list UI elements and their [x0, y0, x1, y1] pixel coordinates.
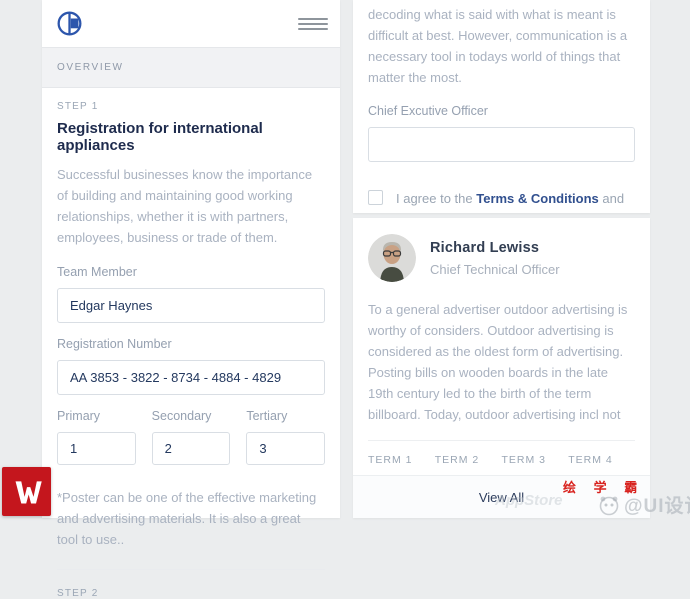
page-title: Registration for international appliance… [57, 120, 263, 154]
overview-label: OVERVIEW [57, 62, 124, 73]
tertiary-input[interactable] [246, 432, 326, 465]
tertiary-label: Tertiary [246, 409, 288, 423]
profile-bio: To a general advertiser outdoor advertis… [368, 302, 628, 422]
profile-panel: Richard Lewiss Chief Technical Officer T… [353, 218, 650, 518]
view-all-button[interactable]: View All [353, 475, 650, 518]
primary-input[interactable] [57, 432, 136, 465]
ui-design-credit-watermark: @UI设计 [624, 496, 690, 517]
term-4-label: TERM 4 [568, 454, 613, 466]
ceo-input[interactable] [368, 127, 635, 162]
step1-label: STEP 1 [57, 101, 99, 112]
agreement-text: I agree to the Terms & Conditions and th… [396, 188, 635, 213]
huixueba-watermark: 绘 学 霸 [563, 480, 645, 495]
registration-panel: OVERVIEW STEP 1 Registration for interna… [42, 0, 340, 599]
appstore-watermark: AppStore [495, 492, 563, 509]
view-all-label: View All [478, 489, 525, 505]
term-1-label: TERM 1 [368, 454, 413, 466]
intro-paragraph: Successful businesses know the importanc… [57, 167, 313, 245]
avatar [368, 234, 416, 282]
overview-section-header[interactable]: OVERVIEW [42, 47, 340, 88]
registration-number-input[interactable] [57, 360, 325, 395]
agree-checkbox[interactable] [368, 190, 383, 205]
communication-paragraph: decoding what is said with what is meant… [368, 7, 628, 85]
step2-label: STEP 2 [57, 588, 99, 599]
left-panel-header [42, 0, 340, 47]
team-member-label: Team Member [57, 265, 137, 279]
panda-logo-icon [597, 494, 621, 521]
agreement-prefix: I agree to the [396, 191, 477, 206]
primary-label: Primary [57, 409, 101, 423]
profile-name: Richard Lewiss [430, 239, 540, 256]
footnote-text: *Poster can be one of the effective mark… [57, 490, 317, 547]
agreement-middle: and the [602, 191, 625, 206]
section-divider [57, 569, 325, 570]
term-3-label: TERM 3 [501, 454, 547, 466]
ceo-label: Chief Excutive Officer [368, 104, 488, 118]
secondary-input[interactable] [151, 432, 231, 465]
ceo-form-panel: decoding what is said with what is meant… [353, 0, 650, 213]
team-member-input[interactable] [57, 288, 325, 323]
terms-conditions-link[interactable]: Terms & Conditions [476, 191, 599, 206]
hamburger-menu-icon[interactable] [298, 11, 328, 37]
term-2-label: TERM 2 [434, 454, 480, 466]
pie-chart-logo-icon[interactable] [57, 11, 82, 36]
registration-number-label: Registration Number [57, 337, 172, 351]
w-book-logo-icon [2, 467, 51, 516]
profile-title: Chief Technical Officer [430, 261, 560, 277]
secondary-label: Secondary [151, 409, 212, 423]
